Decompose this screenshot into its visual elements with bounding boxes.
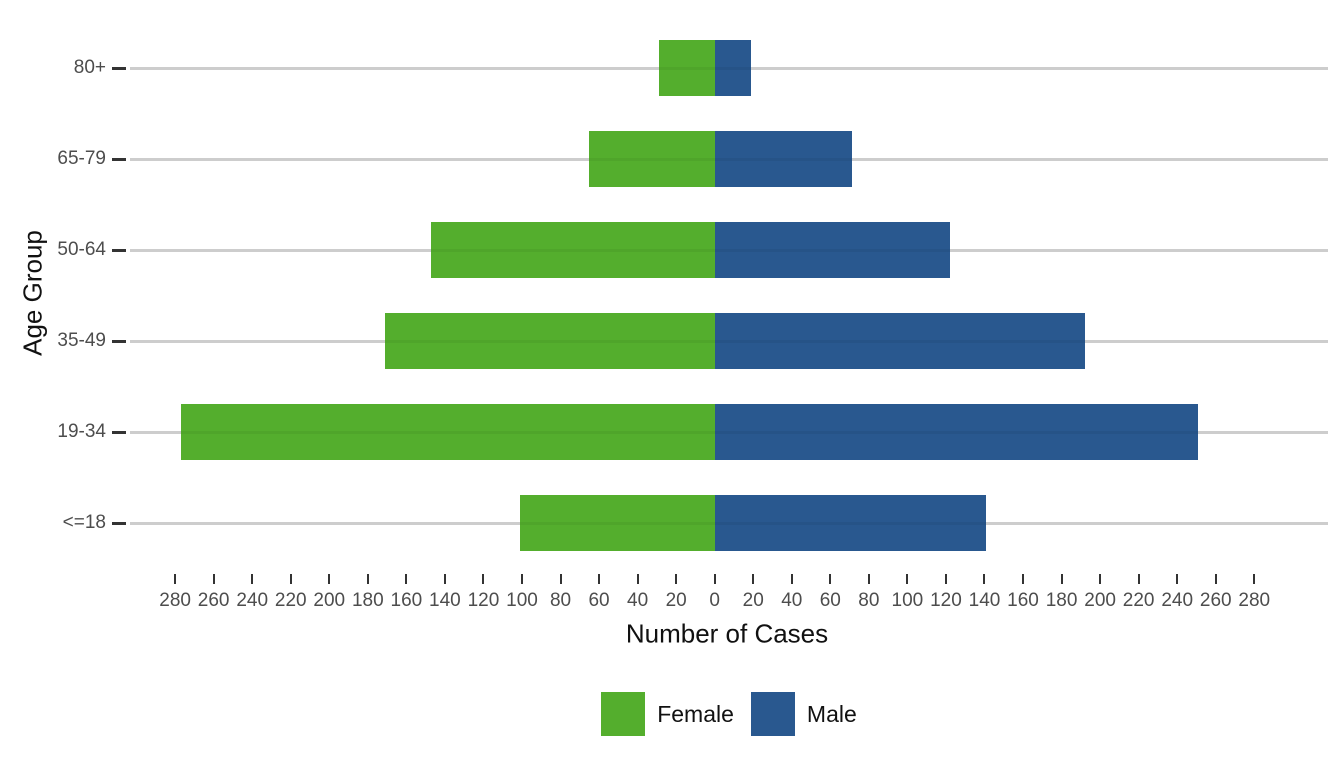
x-tick-120 [944,574,947,584]
x-tick--160 [405,574,408,584]
x-tick--60 [598,574,601,584]
x-tick--100 [520,574,523,584]
x-tick-200 [1099,574,1102,584]
x-tick-240 [1176,574,1179,584]
x-tick-label-200: 200 [1084,590,1116,611]
x-tick-80 [867,574,870,584]
y-tick-35-49 [112,339,126,343]
x-tick--280 [174,574,177,584]
gridline-overlay-80+ [130,66,1328,70]
gridline-overlay-50-64 [130,248,1328,252]
x-tick-label--180: 180 [351,590,384,611]
x-tick--40 [636,574,639,584]
x-tick--140 [443,574,446,584]
x-tick-0 [713,574,716,584]
bar-male-<=18 [714,495,987,551]
x-tick--20 [675,574,678,584]
gridline-overlay-35-49 [130,339,1328,343]
x-tick--200 [328,574,331,584]
y-tick-label-65-79: 65-79 [57,148,106,169]
x-tick-180 [1060,574,1063,584]
y-tick-80+ [112,66,126,70]
x-tick-label-100: 100 [891,590,924,611]
x-tick-label--160: 160 [390,590,423,611]
x-tick--220 [289,574,292,584]
legend-item-male: Male [750,692,857,736]
x-tick-140 [983,574,986,584]
x-tick-label--280: 280 [159,590,191,611]
x-tick-label-240: 240 [1161,590,1194,611]
x-tick-label-120: 120 [930,590,962,611]
x-tick--180 [366,574,369,584]
bar-female-65-79 [589,131,715,187]
y-tick-label-19-34: 19-34 [57,421,106,442]
bar-female-19-34 [180,404,715,460]
bar-female-80+ [658,40,715,96]
x-tick-label-40: 40 [781,590,803,611]
y-tick-label-80+: 80+ [73,57,106,78]
bar-male-80+ [714,40,752,96]
x-tick-100 [906,574,909,584]
gridline-overlay-<=18 [130,521,1328,525]
bar-male-65-79 [714,131,852,187]
y-tick-19-34 [112,430,126,434]
x-tick--80 [559,574,562,584]
gridline-overlay-19-34 [130,430,1328,434]
gridline-overlay-65-79 [130,157,1328,161]
x-tick-40 [790,574,793,584]
x-tick-label-0: 0 [709,590,720,611]
x-tick-label-20: 20 [742,590,764,611]
y-tick-50-64 [112,248,126,252]
x-tick-label--260: 260 [197,590,230,611]
bar-male-19-34 [714,404,1199,460]
bar-female-50-64 [431,222,715,278]
x-tick-label--240: 240 [236,590,269,611]
x-tick-label-280: 280 [1238,590,1271,611]
x-tick--120 [482,574,485,584]
x-tick-label-180: 180 [1045,590,1078,611]
x-tick-60 [829,574,832,584]
legend-key-male [750,692,795,736]
x-tick-label-160: 160 [1007,590,1039,611]
x-tick-label--140: 140 [429,590,461,611]
legend-item-female: Female [601,692,734,736]
legend: Female Male [130,691,1328,737]
y-tick-label-50-64: 50-64 [57,239,106,260]
x-tick-280 [1253,574,1256,584]
x-tick-label-220: 220 [1122,590,1155,611]
x-tick-label--200: 200 [313,590,346,611]
x-tick-label--80: 80 [549,590,572,611]
y-tick-label-<=18: <=18 [62,512,106,533]
x-tick-260 [1214,574,1217,584]
x-tick-label-60: 60 [819,590,841,611]
bar-female-35-49 [385,313,715,369]
x-tick--240 [251,574,254,584]
x-tick-label--20: 20 [665,590,687,611]
x-tick-label-80: 80 [858,590,880,611]
x-tick-label--220: 220 [274,590,307,611]
x-tick-label--60: 60 [588,590,610,611]
x-tick-220 [1137,574,1140,584]
legend-key-female [601,692,646,736]
x-tick-label--40: 40 [627,590,649,611]
legend-label-female: Female [657,701,734,727]
bar-male-35-49 [714,313,1085,369]
y-tick-label-35-49: 35-49 [57,330,106,351]
y-tick-65-79 [112,157,126,161]
x-tick-label--100: 100 [506,590,538,611]
x-tick-label-260: 260 [1199,590,1232,611]
x-tick--260 [212,574,215,584]
x-axis-title: Number of Cases [625,618,829,649]
legend-label-male: Male [806,701,857,727]
x-tick-label--120: 120 [467,590,500,611]
x-tick-160 [1022,574,1025,584]
x-tick-label-140: 140 [968,590,1001,611]
bar-female-<=18 [520,495,715,551]
y-tick-<=18 [112,521,126,525]
bar-male-50-64 [714,222,950,278]
x-tick-20 [752,574,755,584]
